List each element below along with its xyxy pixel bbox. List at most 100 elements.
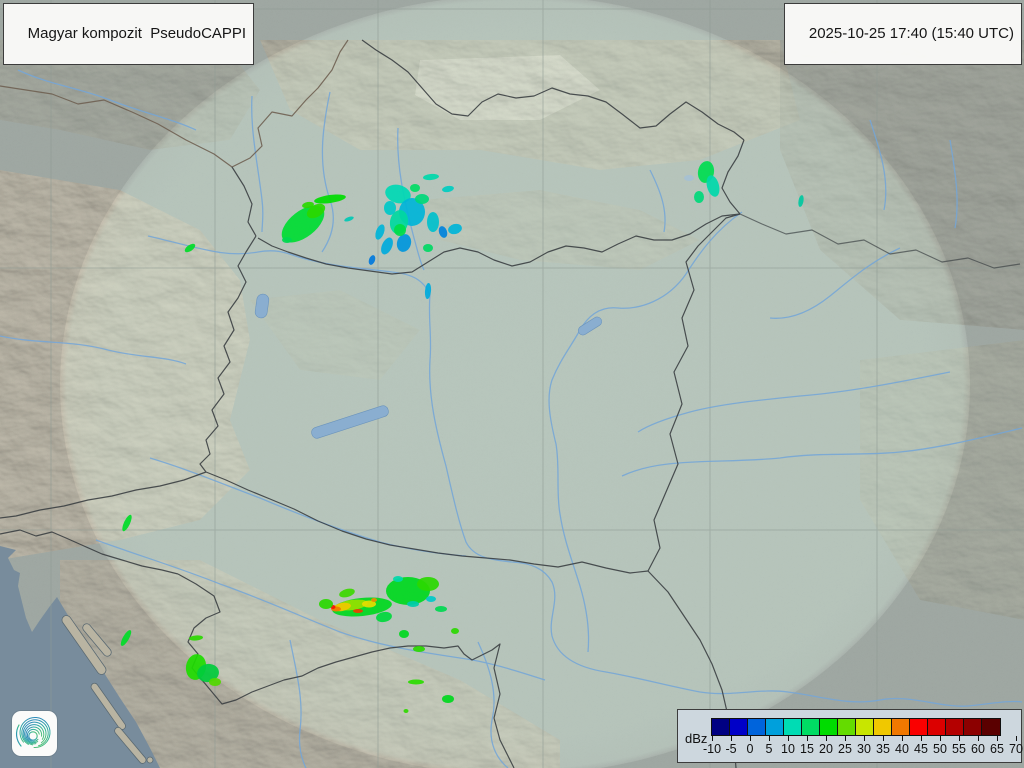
radar-echo: [189, 635, 203, 641]
country-borders: [0, 39, 1021, 768]
legend-tick-label: 10: [781, 742, 795, 756]
legend-tick-mark: [826, 736, 827, 741]
product-label-box: Magyar kompozit PseudoCAPPI: [3, 3, 255, 65]
radar-echo: [427, 212, 439, 232]
legend-tick-mark: [788, 736, 789, 741]
radar-echo: [197, 663, 219, 683]
legend-color-cell: [802, 719, 820, 735]
radar-echo: [381, 237, 393, 255]
legend-color-cell: [856, 719, 874, 735]
legend-color-cell: [964, 719, 982, 735]
radar-echo: [353, 609, 363, 613]
radar-echo: [184, 243, 196, 253]
lake-neusiedl: [254, 293, 270, 319]
legend-tick-label: 60: [971, 742, 985, 756]
legend-tick-mark: [712, 736, 713, 741]
radar-echo: [344, 216, 354, 222]
radar-echo: [438, 226, 448, 238]
radar-echo: [407, 601, 419, 607]
radar-echo: [319, 599, 333, 609]
radar-echo: [426, 596, 436, 602]
radar-echo: [423, 173, 439, 181]
radar-echo: [375, 224, 385, 240]
legend-tick-mark: [769, 736, 770, 741]
legend-tick-mark: [997, 736, 998, 741]
dbz-legend: dBz -10 -5 0 5 10 15 20 25 30 35 40 45 50 55 60 65 70: [677, 709, 1023, 763]
islands: [61, 615, 154, 764]
radar-echo: [209, 678, 221, 686]
legend-tick-label: 25: [838, 742, 852, 756]
legend-tick-label: 15: [800, 742, 814, 756]
legend-color-cell: [766, 719, 784, 735]
legend-tick-mark: [883, 736, 884, 741]
legend-tick-label: 20: [819, 742, 833, 756]
radar-coverage-circle: [60, 0, 970, 768]
legend-tick-mark: [940, 736, 941, 741]
radar-echo: [376, 611, 392, 623]
radar-echo: [122, 514, 132, 532]
radar-echo: [306, 203, 326, 219]
radar-echo: [415, 194, 429, 204]
radar-echo: [396, 234, 412, 252]
radar-echo: [684, 175, 694, 181]
legend-color-cell: [820, 719, 838, 735]
timestamp-box: 2025-10-25 17:40 (15:40 UTC): [784, 3, 1022, 65]
legend-tick-label: -10: [702, 742, 722, 756]
legend-color-cell: [784, 719, 802, 735]
legend-tick-mark: [1016, 736, 1017, 741]
radar-echo: [399, 630, 409, 638]
radar-echo: [368, 255, 376, 265]
legend-tick-label: 5: [765, 742, 773, 756]
radar-echo: [339, 588, 355, 598]
legend-tick-label: 35: [876, 742, 890, 756]
radar-echo: [393, 576, 403, 582]
legend-tick-mark: [959, 736, 960, 741]
radar-echo: [384, 201, 396, 215]
legend-color-cell: [874, 719, 892, 735]
legend-colorbar: [711, 718, 1001, 736]
radar-echo: [442, 695, 454, 703]
radar-echo: [706, 175, 720, 197]
hungaromet-logo: [12, 711, 57, 756]
legend-ticks: -10 -5 0 5 10 15 20 25 30 35 40 45 50 55 60 65 70: [703, 736, 1023, 758]
legend-color-cell: [946, 719, 964, 735]
product-label: Magyar kompozit PseudoCAPPI: [27, 25, 247, 42]
legend-tick-label: 40: [895, 742, 909, 756]
legend-tick-mark: [921, 736, 922, 741]
legend-tick-label: -5: [725, 742, 737, 756]
radar-echo: [403, 709, 409, 713]
radar-echo: [408, 679, 424, 685]
legend-color-cell: [982, 719, 1000, 735]
lake-balaton: [311, 405, 389, 439]
radar-echo: [410, 184, 420, 192]
legend-color-cell: [892, 719, 910, 735]
legend-tick-mark: [978, 736, 979, 741]
legend-tick-label: 55: [952, 742, 966, 756]
legend-tick-label: 65: [990, 742, 1004, 756]
radar-echo: [417, 577, 439, 591]
legend-tick-mark: [864, 736, 865, 741]
legend-tick-mark: [750, 736, 751, 741]
legend-color-cell: [910, 719, 928, 735]
legend-tick-label: 50: [933, 742, 947, 756]
radar-echo: [282, 237, 292, 243]
radar-echo: [424, 283, 432, 299]
radar-echo: [120, 630, 132, 646]
lake-tisza: [577, 316, 603, 336]
radar-echo: [394, 224, 406, 236]
legend-color-cell: [730, 719, 748, 735]
lakes: [254, 293, 603, 439]
radar-echo: [451, 628, 459, 634]
legend-tick-label: 70: [1009, 742, 1023, 756]
radar-echo: [423, 244, 433, 252]
radar-echo: [371, 598, 377, 602]
radar-echo: [362, 600, 376, 608]
legend-tick-mark: [845, 736, 846, 741]
radar-echo: [442, 185, 454, 193]
legend-tick-mark: [902, 736, 903, 741]
legend-color-cell: [838, 719, 856, 735]
legend-tick-label: 45: [914, 742, 928, 756]
